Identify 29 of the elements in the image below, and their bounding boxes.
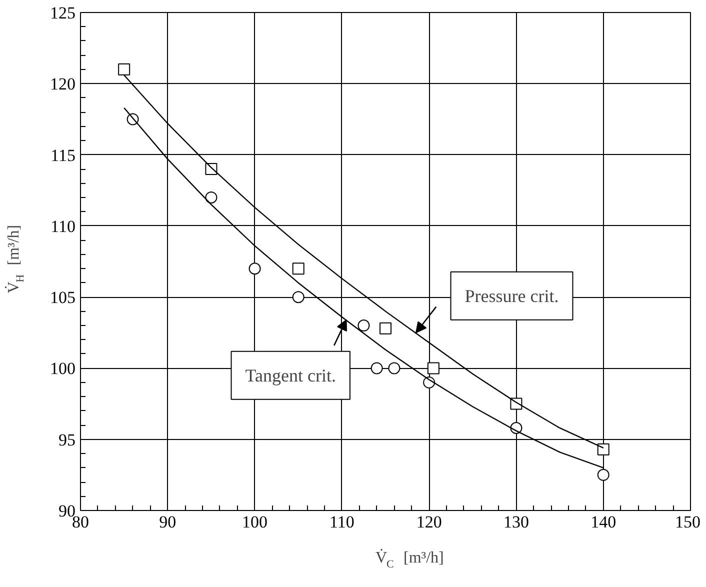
point <box>597 468 610 481</box>
x-tick-label: 120 <box>416 512 442 532</box>
point <box>248 262 261 275</box>
y-tick-label: 120 <box>50 74 76 94</box>
point <box>388 362 400 374</box>
point <box>370 362 383 374</box>
point <box>427 362 440 374</box>
annotation: Tangent crit. <box>245 365 336 386</box>
x-tick-label: 140 <box>590 512 616 532</box>
y-tick-label: 105 <box>50 288 76 308</box>
x-tick-label: 110 <box>329 512 354 532</box>
y-tick-label: 95 <box>58 430 76 450</box>
point <box>292 291 304 304</box>
point <box>597 443 610 456</box>
point <box>205 191 218 204</box>
point <box>118 63 130 76</box>
point <box>380 322 392 334</box>
y-tick-label: 125 <box>50 4 76 22</box>
x-tick-label: 90 <box>159 512 176 532</box>
y-tick-label: 110 <box>50 216 76 236</box>
y-tick-label: 100 <box>50 359 76 378</box>
y-axis-title: V̇H [m³/h] <box>4 224 26 294</box>
point <box>358 320 370 332</box>
y-tick-label: 115 <box>50 146 76 165</box>
annotation: Pressure crit. <box>464 286 559 306</box>
x-tick-label: 130 <box>503 512 529 532</box>
x-tick-label: 150 <box>675 512 700 532</box>
point <box>292 262 304 275</box>
x-tick-label: 100 <box>242 512 268 532</box>
